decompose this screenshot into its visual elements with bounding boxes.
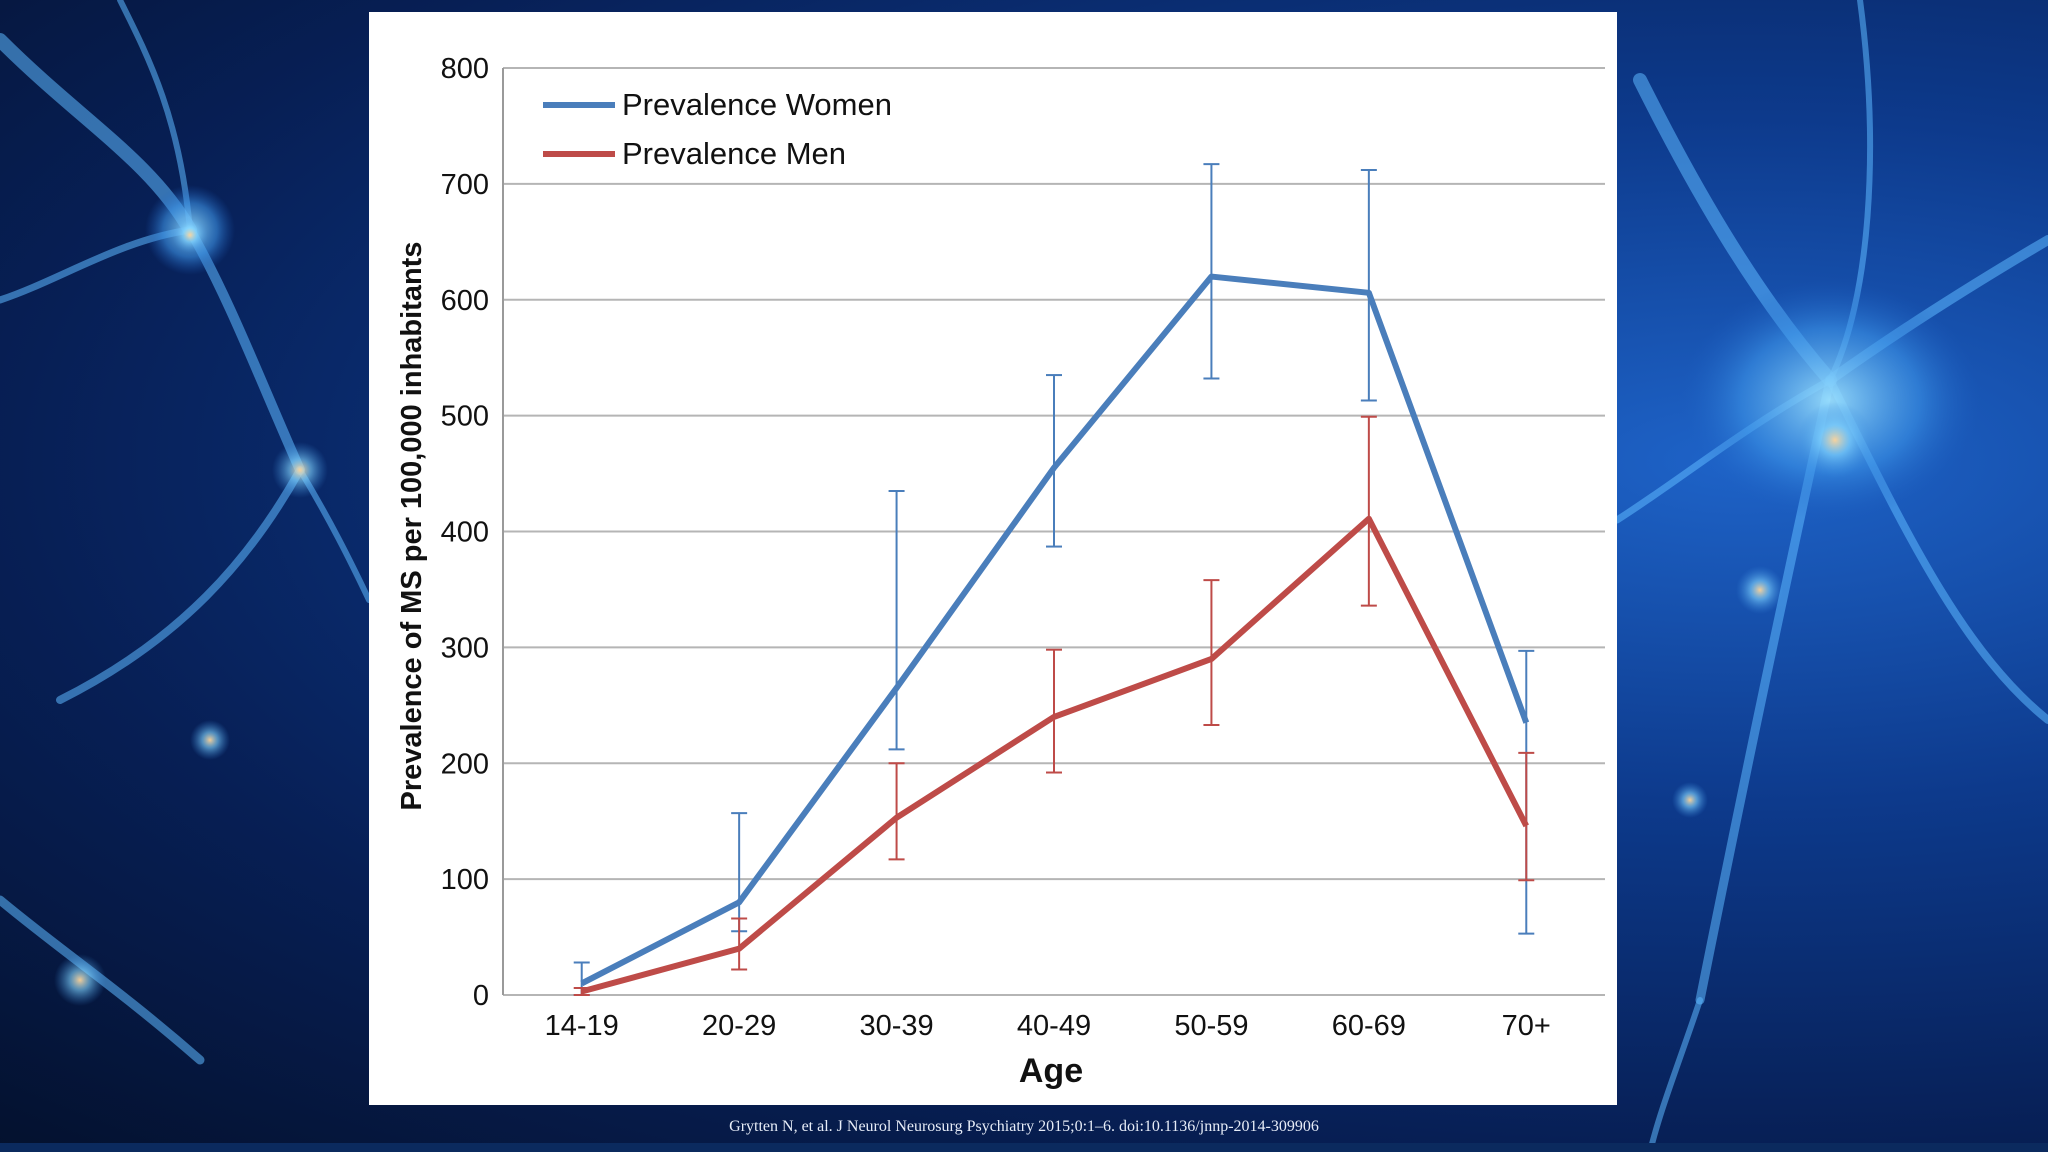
legend-label: Prevalence Men bbox=[622, 136, 846, 171]
citation-text: Grytten N, et al. J Neurol Neurosurg Psy… bbox=[729, 1118, 1319, 1135]
legend-label: Prevalence Women bbox=[622, 87, 892, 122]
y-tick-label: 0 bbox=[473, 980, 489, 1012]
y-tick-label: 600 bbox=[441, 285, 489, 317]
y-tick-label: 400 bbox=[441, 517, 489, 549]
x-tick-labels: 14-19 20-29 30-39 40-49 50-59 60-69 70+ bbox=[545, 1010, 1551, 1042]
series-men bbox=[573, 415, 1535, 996]
series-layer bbox=[573, 163, 1535, 996]
y-tick-label: 100 bbox=[441, 864, 489, 896]
prevalence-line-chart: 0 100 200 300 400 500 600 700 800 14-19 20-29 30-3… bbox=[396, 53, 1605, 1090]
y-tick-label: 300 bbox=[441, 632, 489, 664]
series-line bbox=[580, 515, 1529, 995]
y-tick-labels: 0 100 200 300 400 500 600 700 800 bbox=[441, 53, 489, 1012]
y-tick-label: 700 bbox=[441, 169, 489, 201]
bottom-bar bbox=[0, 1143, 2048, 1152]
x-tick-label: 70+ bbox=[1502, 1010, 1551, 1042]
x-tick-label: 30-39 bbox=[859, 1010, 933, 1042]
x-tick-label: 14-19 bbox=[545, 1010, 619, 1042]
y-tick-label: 200 bbox=[441, 748, 489, 780]
y-axis-label: Prevalence of MS per 100,000 inhabitants bbox=[396, 242, 428, 811]
y-tick-label: 500 bbox=[441, 401, 489, 433]
series-women bbox=[573, 163, 1535, 996]
legend: Prevalence Women Prevalence Men bbox=[543, 87, 892, 171]
chart-panel: 0 100 200 300 400 500 600 700 800 14-19 20-29 30-3… bbox=[369, 12, 1617, 1105]
x-tick-label: 50-59 bbox=[1174, 1010, 1248, 1042]
x-tick-label: 40-49 bbox=[1017, 1010, 1091, 1042]
x-tick-label: 20-29 bbox=[702, 1010, 776, 1042]
x-axis-label: Age bbox=[1019, 1052, 1083, 1090]
y-tick-label: 800 bbox=[441, 53, 489, 85]
x-tick-label: 60-69 bbox=[1332, 1010, 1406, 1042]
series-line bbox=[580, 273, 1530, 987]
